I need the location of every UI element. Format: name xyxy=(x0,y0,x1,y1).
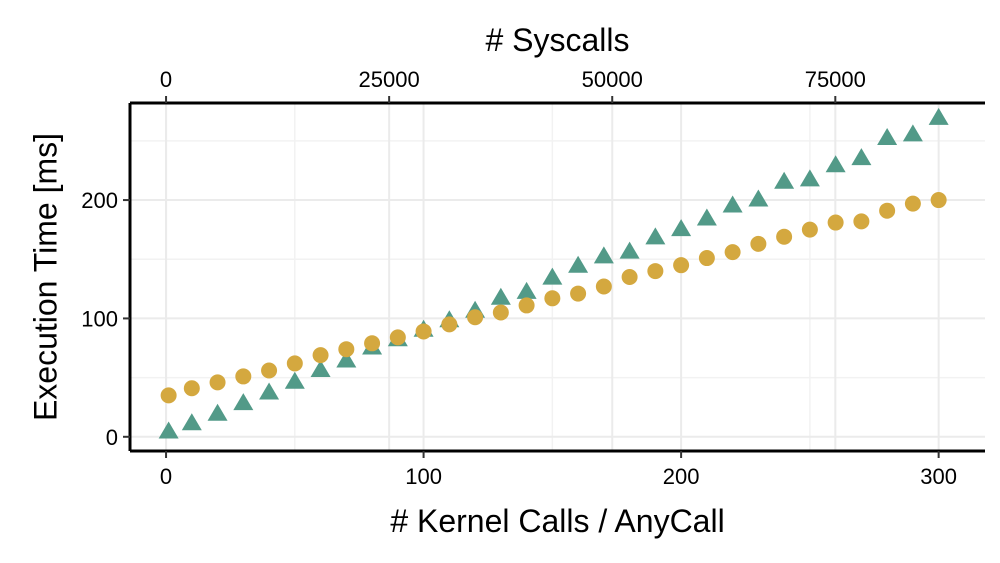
x-tick-label: 100 xyxy=(405,464,442,489)
triangle-point xyxy=(516,281,537,299)
y-tick-label: 200 xyxy=(81,188,118,213)
triangle-point xyxy=(336,350,357,368)
triangle-point xyxy=(928,107,949,125)
circle-point xyxy=(286,355,303,372)
triangle-point xyxy=(284,371,305,389)
x-tick-label: 0 xyxy=(160,464,172,489)
circle-point xyxy=(338,341,355,358)
circle-point xyxy=(647,263,664,280)
triangle-point xyxy=(851,148,872,166)
triangle-point xyxy=(645,227,666,245)
triangle-point xyxy=(696,208,717,226)
triangle-point xyxy=(877,127,898,145)
x-tick-label: 200 xyxy=(663,464,700,489)
x2-tick-label: 75000 xyxy=(805,67,866,92)
x2-tick-label: 25000 xyxy=(359,67,420,92)
circle-point xyxy=(235,368,252,385)
circle-point xyxy=(801,221,818,238)
circle-point xyxy=(518,297,535,314)
triangle-point xyxy=(799,169,820,187)
circle-point xyxy=(544,290,561,307)
triangle-point xyxy=(748,189,769,207)
triangle-point xyxy=(593,246,614,264)
triangle-point xyxy=(902,124,923,142)
circle-point xyxy=(160,387,177,404)
triangle-point xyxy=(233,393,254,411)
grid xyxy=(130,103,985,451)
triangle-point xyxy=(310,359,331,377)
circle-point xyxy=(467,309,484,326)
circle-point xyxy=(595,278,612,295)
circle-point xyxy=(492,304,509,321)
circle-point xyxy=(312,347,329,364)
triangle-point xyxy=(825,155,846,173)
y-axis-title: Execution Time [ms] xyxy=(27,133,63,421)
triangle-point xyxy=(207,403,228,421)
circle-point xyxy=(570,285,587,302)
data-points xyxy=(158,107,949,439)
triangle-point xyxy=(619,241,640,259)
x-tick-label: 300 xyxy=(920,464,957,489)
x-axis-title: # Kernel Calls / AnyCall xyxy=(390,503,724,539)
circle-point xyxy=(750,235,767,252)
triangle-point xyxy=(490,287,511,305)
y-tick-label: 100 xyxy=(81,306,118,331)
ticks: 0 100 200 300 0 100 200 0 25000 50000 75000 xyxy=(81,67,957,489)
circle-point xyxy=(209,374,226,391)
circle-point xyxy=(183,380,200,397)
x2-tick-label: 0 xyxy=(160,67,172,92)
triangle-point xyxy=(181,413,202,431)
triangle-point xyxy=(671,219,692,237)
circle-point xyxy=(389,329,406,346)
circle-point xyxy=(904,195,921,212)
circle-point xyxy=(827,214,844,231)
triangle-point xyxy=(259,382,280,400)
triangle-point xyxy=(158,421,179,439)
circle-point xyxy=(776,228,793,245)
circle-point xyxy=(261,362,278,379)
triangle-point xyxy=(542,267,563,285)
triangle-point xyxy=(774,171,795,189)
circle-point xyxy=(441,316,458,333)
circle-point xyxy=(621,269,638,285)
circle-point xyxy=(364,335,381,352)
axes xyxy=(128,101,985,453)
circle-point xyxy=(879,202,896,219)
circle-point xyxy=(673,257,690,274)
triangle-point xyxy=(722,195,743,213)
top-axis-title: # Syscalls xyxy=(485,22,629,58)
circle-point xyxy=(930,192,947,209)
triangle-point xyxy=(568,255,589,273)
circle-point xyxy=(724,244,741,261)
circle-point xyxy=(853,213,870,230)
y-tick-label: 0 xyxy=(106,425,118,450)
circle-point xyxy=(698,250,715,267)
x2-tick-label: 50000 xyxy=(582,67,643,92)
circle-point xyxy=(415,323,432,340)
